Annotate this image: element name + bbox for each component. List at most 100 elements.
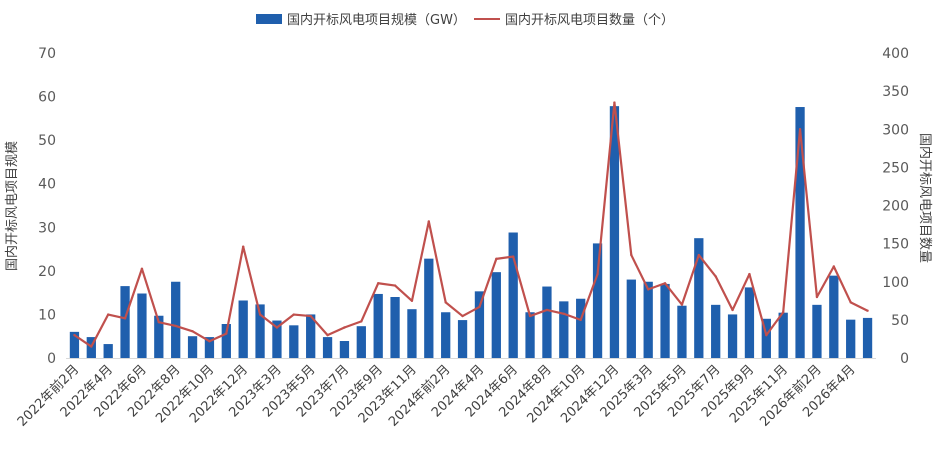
bar (525, 312, 535, 358)
line-point (343, 326, 346, 329)
left-tick-label: 50 (38, 133, 56, 149)
bar (356, 326, 366, 358)
count-line (73, 101, 869, 348)
bar (508, 232, 518, 358)
left-tick-label: 0 (47, 351, 56, 367)
line-point (495, 257, 498, 261)
bar (322, 337, 333, 358)
x-axis-ticks: 2022年前2月2022年4月2022年6月2022年8月2022年10月202… (14, 362, 858, 430)
bar (103, 344, 113, 358)
left-tick-label: 20 (38, 264, 56, 280)
bar (795, 107, 805, 358)
line-point (613, 101, 616, 104)
bar (727, 314, 738, 358)
line-point (326, 333, 329, 337)
line-point (680, 303, 684, 306)
line-point (410, 299, 414, 303)
line-point (292, 313, 296, 316)
left-tick-label: 40 (38, 177, 56, 193)
line-point (275, 326, 279, 329)
line-point (90, 345, 93, 348)
bar (69, 331, 80, 358)
left-axis-ticks: 0 10 20 30 40 50 60 70 (38, 46, 56, 367)
bar (424, 258, 434, 358)
bar (592, 243, 603, 358)
right-tick-label: 250 (882, 160, 909, 176)
bar (846, 319, 856, 358)
left-tick-label: 70 (38, 46, 56, 62)
line-point (157, 320, 161, 324)
line-point (579, 318, 582, 322)
bar (694, 238, 704, 358)
bar (272, 320, 282, 358)
line-point (731, 308, 734, 312)
line-point (444, 301, 447, 304)
line-series (73, 101, 869, 348)
bar (660, 283, 670, 358)
bar (829, 275, 839, 358)
right-tick-label: 300 (882, 122, 909, 138)
bar (626, 279, 636, 358)
bar (778, 312, 788, 358)
line-point (748, 272, 751, 276)
line-point (815, 295, 819, 299)
left-tick-label: 30 (38, 220, 56, 236)
line-point (596, 272, 599, 276)
bar (711, 304, 721, 358)
bar (373, 293, 383, 358)
line-point (478, 305, 481, 309)
line-point (866, 309, 869, 312)
bar (559, 301, 569, 358)
line-point (714, 275, 717, 278)
bar (390, 297, 400, 358)
bar-series (69, 106, 873, 358)
right-tick-label: 50 (891, 313, 909, 329)
right-tick-label: 100 (882, 275, 909, 291)
line-point (663, 282, 667, 285)
bar (744, 287, 755, 358)
bar (204, 337, 215, 358)
line-point (140, 267, 144, 270)
right-tick-label: 350 (882, 84, 909, 100)
line-point (562, 312, 566, 315)
line-point (208, 340, 211, 343)
line-point (191, 330, 194, 333)
line-point (241, 245, 245, 248)
legend: 国内开标风电项目规模（GW） 国内开标风电项目数量（个） (256, 12, 674, 28)
bar (120, 286, 130, 358)
line-point (123, 317, 127, 320)
line-point (545, 308, 549, 312)
line-point (528, 314, 532, 318)
line-point (225, 332, 228, 335)
bar (154, 315, 164, 358)
bar (289, 325, 299, 358)
line-point (73, 333, 76, 337)
bar (306, 314, 316, 358)
bar (221, 324, 231, 358)
bar (238, 300, 248, 358)
bar (609, 106, 620, 358)
bar (576, 298, 586, 358)
line-point (798, 128, 802, 131)
line-point (646, 288, 650, 291)
line-point (697, 253, 701, 257)
line-point (781, 311, 785, 314)
bar (457, 320, 468, 358)
line-point (765, 333, 768, 337)
bar (643, 281, 653, 358)
bar (171, 281, 181, 358)
line-point (427, 220, 431, 223)
bar (761, 318, 771, 358)
right-tick-label: 150 (882, 237, 909, 253)
line-point (106, 313, 110, 316)
line-point (376, 282, 380, 285)
bar (255, 304, 265, 358)
right-tick-label: 400 (882, 46, 909, 62)
right-axis-title: 国内开标风电项目数量 (917, 133, 933, 263)
legend-bar-label: 国内开标风电项目规模（GW） (287, 12, 466, 28)
line-point (630, 253, 633, 257)
line-point (309, 314, 312, 318)
right-axis-ticks: 0 50 100 150 200 250 300 350 400 (882, 46, 909, 367)
right-tick-label: 200 (882, 199, 909, 215)
